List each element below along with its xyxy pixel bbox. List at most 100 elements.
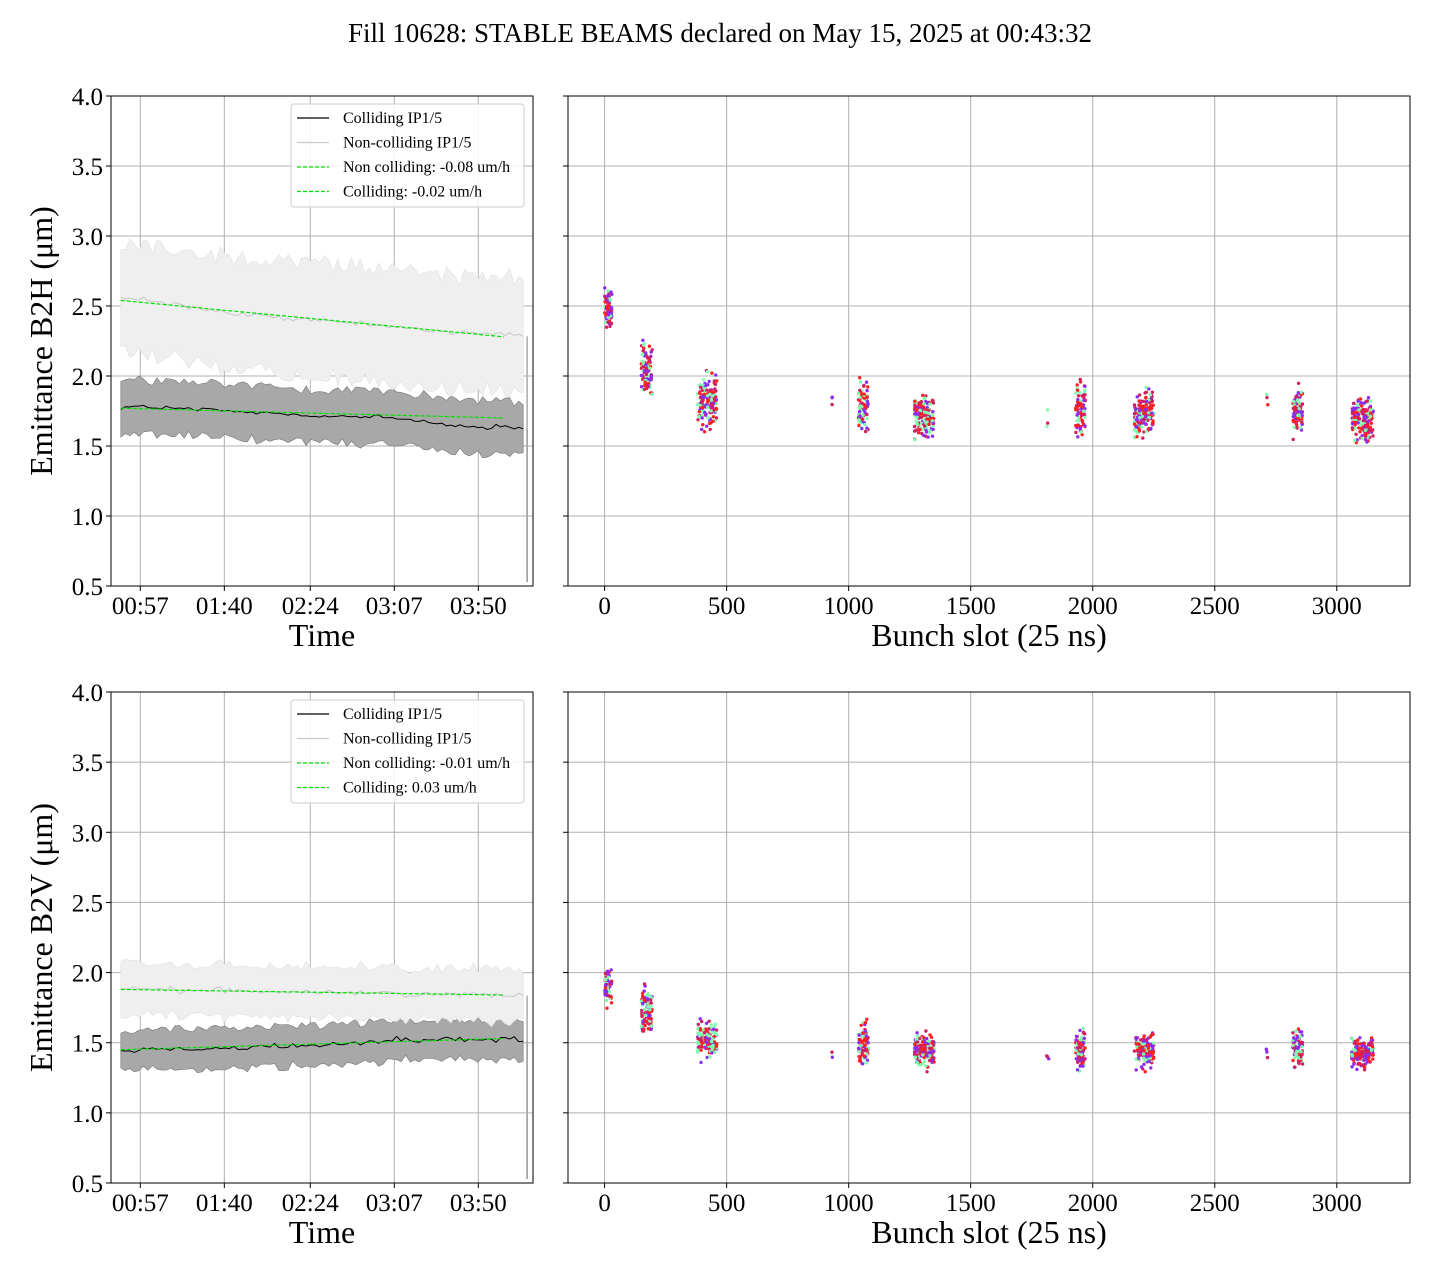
bunch-point bbox=[1144, 407, 1148, 412]
bunch-point bbox=[699, 385, 703, 390]
x-tick-label: 0 bbox=[598, 593, 611, 620]
bunch-point bbox=[702, 430, 707, 434]
bunch-point bbox=[912, 429, 917, 433]
bunch-point bbox=[913, 403, 917, 408]
bunch-point bbox=[1078, 1028, 1082, 1033]
y-tick-label: 1.5 bbox=[72, 1031, 103, 1058]
bunch-point bbox=[1079, 399, 1083, 403]
bunch-point bbox=[1357, 408, 1361, 412]
bunch-point bbox=[1076, 410, 1081, 415]
bunch-point bbox=[702, 386, 706, 391]
bunch-point bbox=[1078, 1046, 1083, 1050]
panel-bottom-left: 0.5 1.0 1.5 2.0 2.5 3.0 3.5 4.0 00:57 01:40 02:24 0… bbox=[23, 680, 534, 1250]
bunch-point bbox=[700, 398, 704, 402]
bunch-point bbox=[700, 401, 704, 405]
bunch-point bbox=[858, 388, 862, 392]
bunch-point bbox=[1265, 1055, 1270, 1060]
bunch-point bbox=[915, 1031, 919, 1035]
bunch-point bbox=[711, 1037, 715, 1041]
axes-frame bbox=[110, 691, 534, 1184]
y-tick-label: 0.5 bbox=[72, 1171, 103, 1198]
bunch-point bbox=[1370, 1044, 1375, 1049]
bunch-point bbox=[1144, 403, 1148, 407]
bunch-point bbox=[710, 394, 715, 398]
bunch-point bbox=[703, 410, 707, 415]
y-tick-label: 1.5 bbox=[72, 434, 103, 461]
bunch-point bbox=[709, 1023, 713, 1027]
bunch-point bbox=[1291, 1058, 1295, 1063]
bunch-point bbox=[1292, 420, 1296, 424]
bunch-point bbox=[639, 373, 643, 378]
bunch-point bbox=[1366, 1043, 1371, 1047]
bunch-point bbox=[1299, 1049, 1303, 1054]
bunch-point bbox=[1367, 1055, 1371, 1060]
bunch-point bbox=[1078, 1059, 1082, 1063]
bunch-point bbox=[1365, 440, 1369, 444]
bunch-point bbox=[929, 1035, 934, 1039]
bunch-point bbox=[1142, 417, 1146, 421]
bunch-point bbox=[1144, 399, 1149, 404]
bunch-point bbox=[640, 1001, 645, 1006]
bunch-point bbox=[1148, 1054, 1153, 1058]
bunch-point bbox=[706, 383, 710, 387]
bunch-point bbox=[639, 384, 644, 389]
bunch-point bbox=[715, 379, 719, 383]
bunch-point bbox=[647, 1010, 652, 1015]
bunch-point bbox=[1136, 1042, 1140, 1046]
bunch-point bbox=[924, 1064, 928, 1068]
bunch-point bbox=[1370, 1038, 1375, 1043]
x-tick-label: 2500 bbox=[1190, 1190, 1240, 1217]
bunch-point bbox=[857, 423, 861, 428]
bunch-point bbox=[1299, 410, 1303, 414]
bunch-point bbox=[1078, 377, 1082, 382]
bunch-point bbox=[927, 422, 931, 426]
bunch-point bbox=[919, 400, 923, 404]
bunch-point bbox=[642, 346, 646, 350]
bunch-point bbox=[649, 1004, 653, 1009]
bunch-point bbox=[696, 1048, 700, 1052]
bunch-point bbox=[704, 1040, 709, 1045]
bunch-point bbox=[1080, 1035, 1084, 1040]
bunch-point bbox=[1079, 403, 1084, 407]
bunch-point bbox=[857, 1055, 861, 1059]
bunch-point bbox=[1369, 399, 1373, 403]
bunch-point bbox=[1364, 1050, 1368, 1055]
bunch-point bbox=[1353, 420, 1357, 425]
bunch-point bbox=[863, 1048, 868, 1053]
bunch-point bbox=[713, 382, 718, 387]
bunch-point bbox=[1076, 435, 1080, 439]
bunch-point bbox=[932, 1049, 936, 1053]
bunch-point bbox=[604, 989, 609, 993]
bunch-point bbox=[644, 351, 648, 355]
bunch-point bbox=[1367, 1059, 1371, 1063]
bunch-point bbox=[1358, 423, 1363, 427]
y-tick-label: 4.0 bbox=[72, 680, 103, 707]
y-tick-label: 3.5 bbox=[72, 154, 103, 181]
bunch-point bbox=[1264, 1047, 1269, 1051]
bunch-point bbox=[604, 998, 609, 1003]
y-axis-label: Emittance B2V (μm) bbox=[23, 803, 59, 1072]
bunch-point bbox=[1149, 426, 1153, 431]
bunch-point bbox=[606, 310, 610, 314]
bunch-point bbox=[647, 1014, 652, 1018]
y-tick-label: 2.5 bbox=[72, 890, 103, 917]
bunch-point bbox=[1046, 421, 1050, 425]
bunch-point bbox=[919, 404, 924, 408]
bunch-point bbox=[709, 409, 713, 413]
bunch-point bbox=[1142, 1048, 1146, 1053]
bunch-point bbox=[711, 415, 716, 419]
bunch-point bbox=[608, 298, 612, 302]
bunch-point bbox=[606, 315, 610, 319]
bunch-point bbox=[640, 353, 645, 357]
bunch-point bbox=[861, 413, 865, 417]
bunch-point bbox=[1083, 1032, 1087, 1036]
colliding-line bbox=[120, 1035, 524, 1053]
bunch-point bbox=[1146, 411, 1151, 415]
bunch-point bbox=[1151, 1052, 1155, 1056]
bunch-point bbox=[1297, 1052, 1302, 1056]
bunch-point bbox=[1141, 414, 1145, 419]
x-tick-label: 03:50 bbox=[450, 1190, 507, 1217]
bunch-point bbox=[858, 380, 863, 384]
bunch-point bbox=[604, 977, 608, 981]
